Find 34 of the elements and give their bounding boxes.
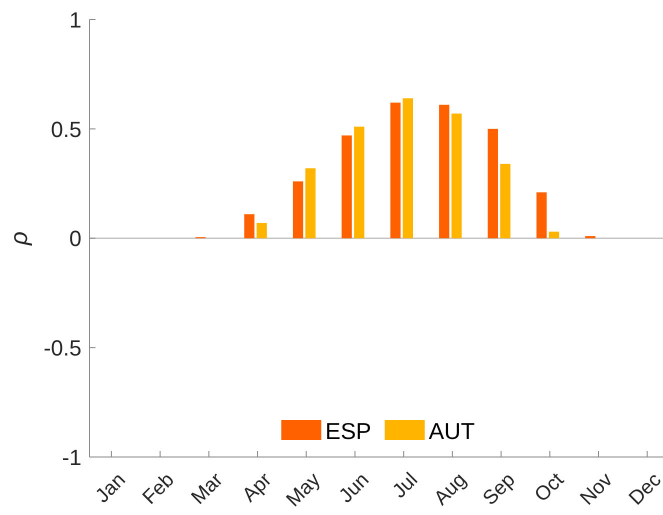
bar <box>439 104 450 238</box>
y-tick-label: 0 <box>69 226 82 252</box>
x-tick-label: May <box>282 468 325 512</box>
x-tick-label: Jan <box>91 468 130 508</box>
x-tick-label: Mar <box>187 468 228 509</box>
y-tick-label: 1 <box>69 7 82 32</box>
x-tick-label: Jun <box>335 468 374 508</box>
bar <box>292 181 304 238</box>
x-tick-label: Nov <box>576 468 617 510</box>
bar <box>342 135 352 238</box>
x-tick-label: Feb <box>138 468 179 509</box>
legend-label: AUT <box>428 418 475 444</box>
bar <box>305 168 316 238</box>
bar <box>390 102 401 238</box>
bar <box>256 222 267 238</box>
x-tick-label: Aug <box>430 468 471 510</box>
bar <box>536 192 547 238</box>
y-tick-label: -0.5 <box>44 336 82 361</box>
bar <box>451 114 462 238</box>
bar <box>548 232 560 238</box>
x-tick-label: Jul <box>388 468 422 503</box>
x-tick-label: Sep <box>478 468 520 510</box>
y-tick-label: 0.5 <box>50 116 82 142</box>
y-axis-title: ρ <box>6 231 33 246</box>
y-tick-label: -1 <box>62 444 82 470</box>
bar <box>402 98 413 238</box>
bar <box>354 126 364 238</box>
x-tick-label: Apr <box>238 468 276 506</box>
x-tick-label: Dec <box>624 468 663 510</box>
bar <box>244 214 254 238</box>
bar <box>488 128 498 238</box>
x-tick-label: Oct <box>530 468 569 506</box>
bar <box>500 164 510 238</box>
legend-label: ESP <box>325 418 372 444</box>
